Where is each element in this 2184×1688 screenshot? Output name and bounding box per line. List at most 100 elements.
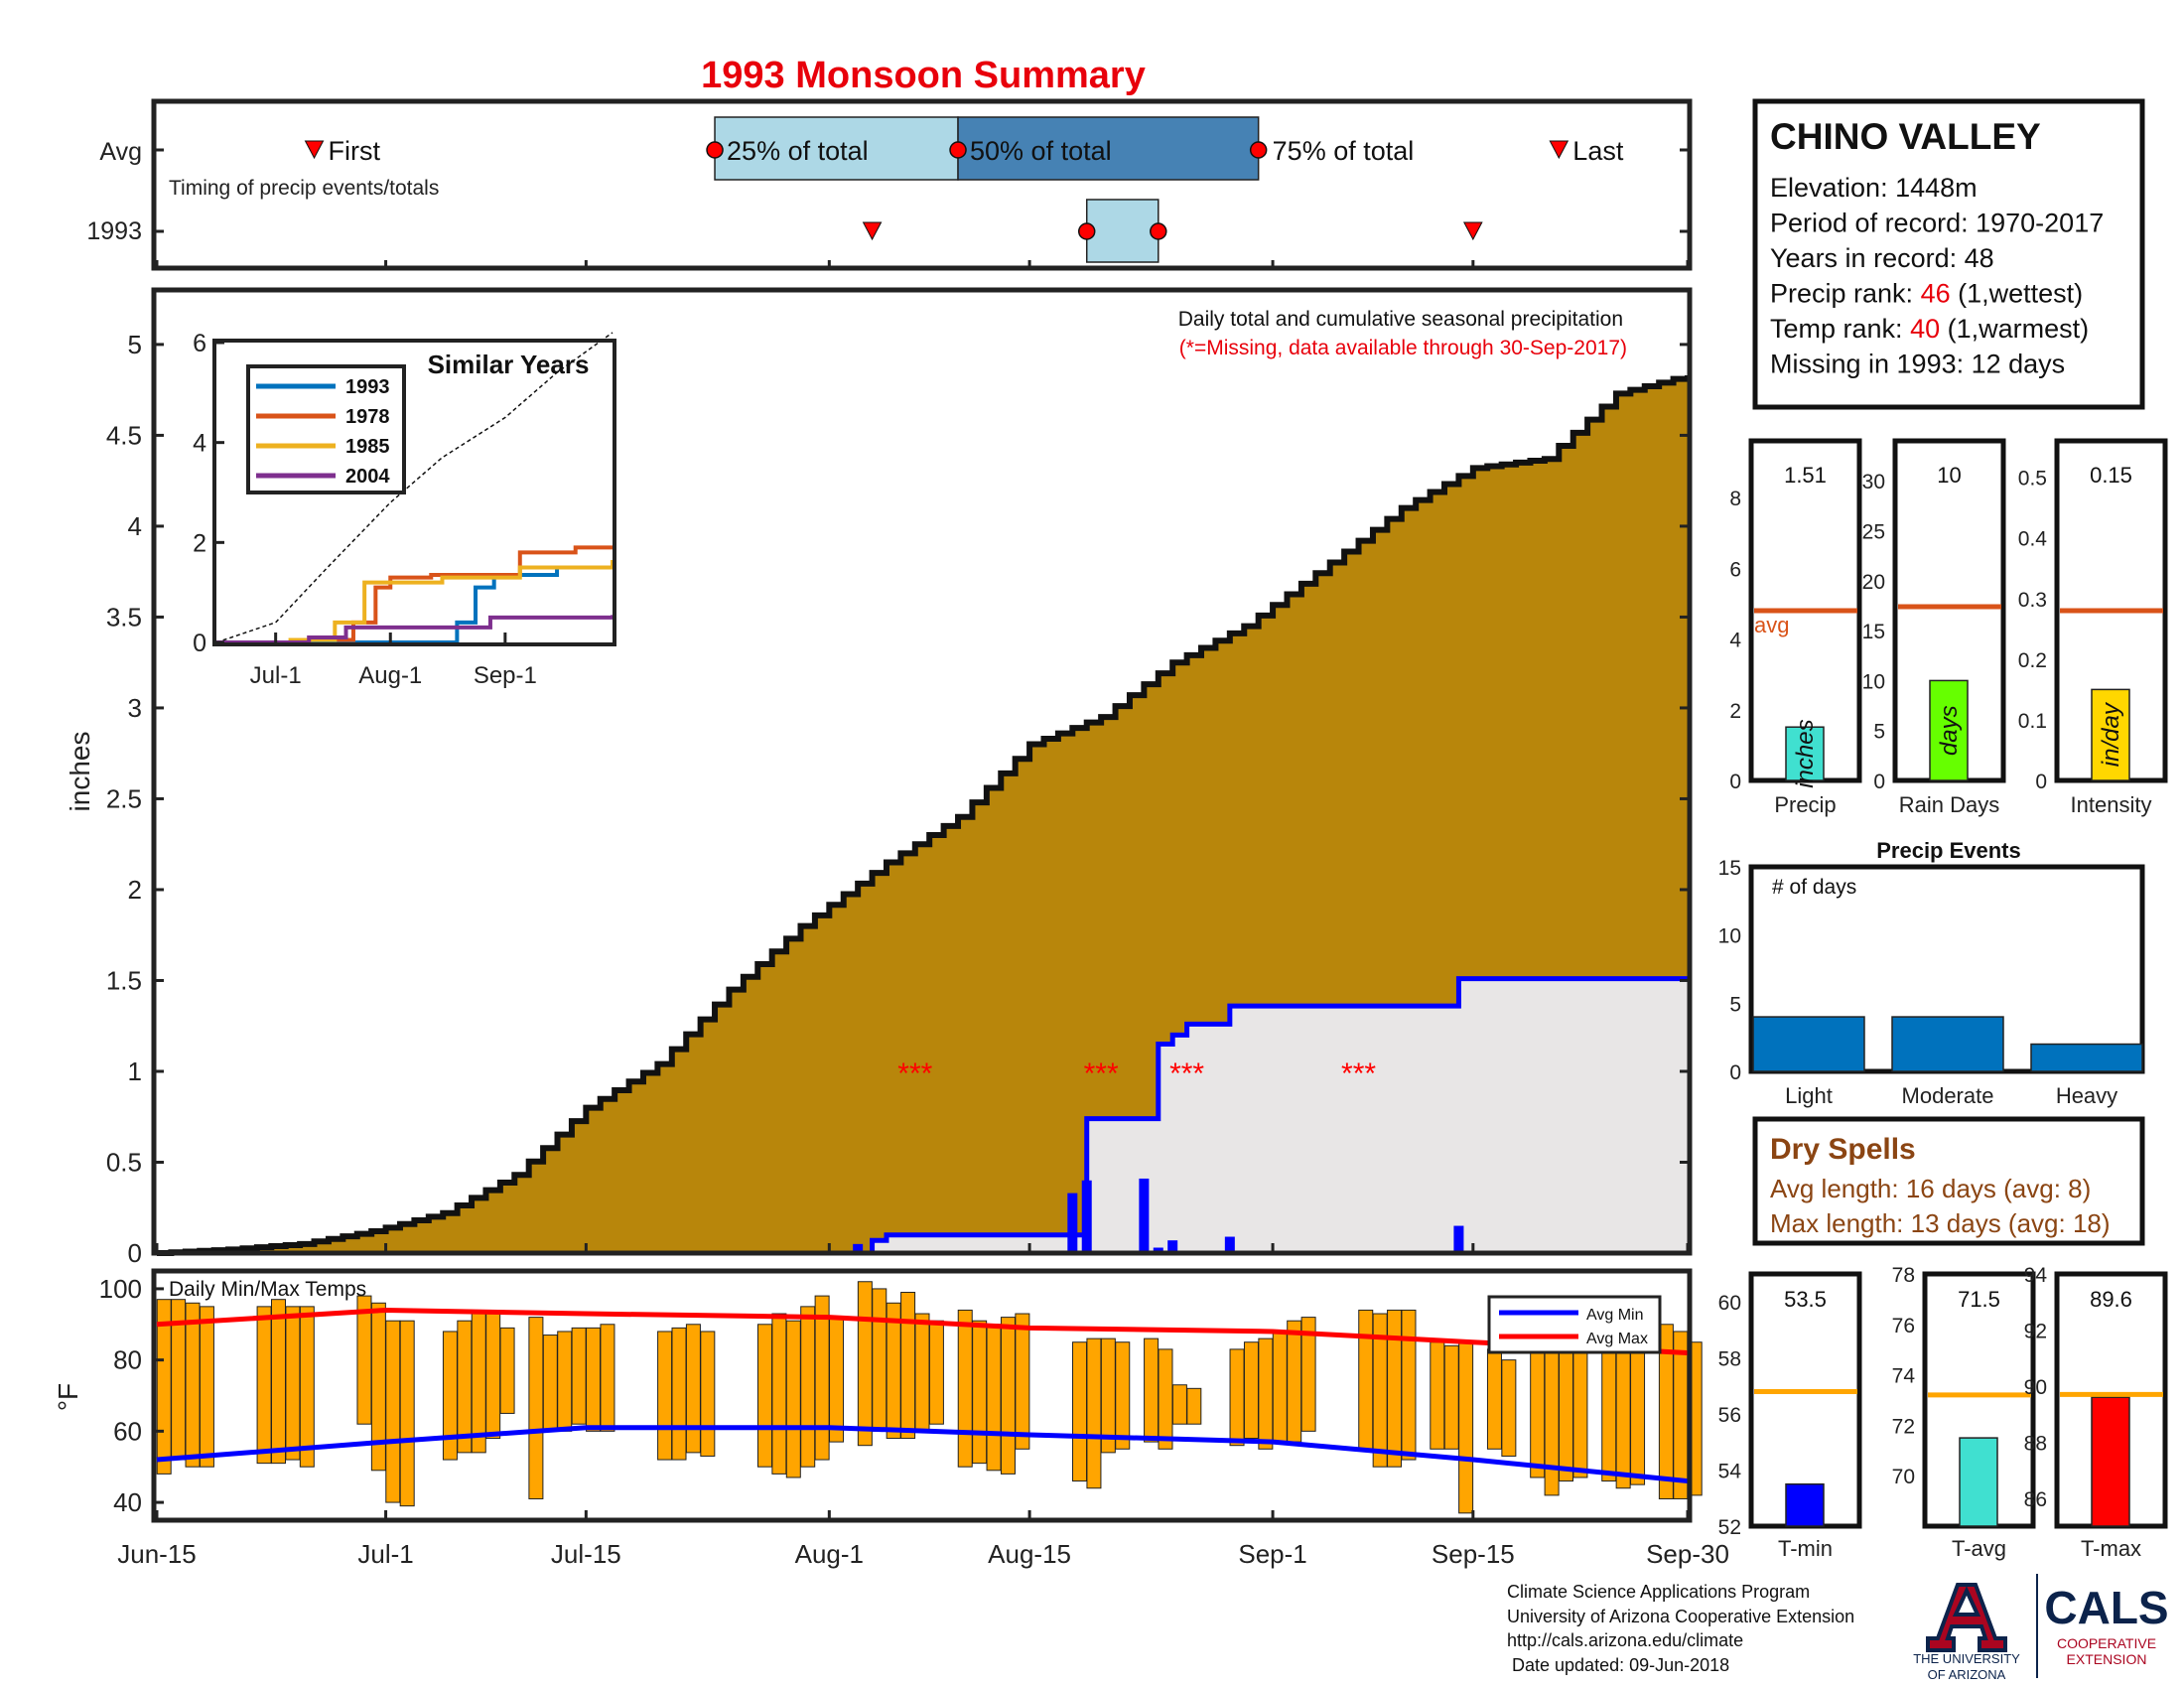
- summary-y-tick-label: 20: [1862, 571, 1885, 594]
- daily-temp-bar: [771, 1313, 787, 1475]
- precip-y-tick-label: 1: [128, 1056, 142, 1086]
- daily-temp-bar: [471, 1313, 486, 1454]
- year-p25-marker: [1077, 222, 1096, 240]
- temp-summary-y-tick-label: 60: [1718, 1292, 1741, 1315]
- missing-marker: ***: [1084, 1057, 1119, 1090]
- daily-precip-bar: [1153, 1247, 1163, 1253]
- daily-temp-bar: [1158, 1348, 1173, 1450]
- daily-temp-bar: [1501, 1359, 1517, 1457]
- summary-bar-unit: days: [1936, 705, 1963, 756]
- daily-temp-bar: [542, 1335, 558, 1432]
- summary-value: 10: [1937, 463, 1961, 488]
- summary-value: 1.51: [1784, 463, 1827, 488]
- temp-y-tick-label: 60: [113, 1416, 142, 1446]
- inset-x-tick-label: Aug-1: [358, 662, 422, 689]
- summary-y-tick-label: 30: [1862, 471, 1885, 493]
- events-ylabel: # of days: [1772, 876, 1856, 899]
- daily-temp-bar: [1530, 1348, 1546, 1478]
- avg-first-label: First: [329, 136, 381, 166]
- station-line: Missing in 1993: 12 days: [1770, 350, 2065, 379]
- daily-temp-bar: [285, 1306, 301, 1461]
- daily-temp-bar: [1300, 1317, 1316, 1432]
- temp-y-tick-label: 40: [113, 1487, 142, 1517]
- year-first-marker: [862, 221, 883, 241]
- daily-temp-bar: [1572, 1341, 1588, 1478]
- inset-y-tick-label: 2: [193, 529, 206, 557]
- temp-summary-y-tick-label: 74: [1892, 1365, 1916, 1388]
- avg-p25-label: 25% of total: [727, 136, 869, 166]
- summary-y-tick-label: 25: [1862, 521, 1885, 544]
- precip-panel: *** *** *** *** inches Daily total and cumu…: [65, 287, 1693, 1268]
- x-tick-label: Sep-30: [1646, 1539, 1729, 1569]
- avg-last-marker: [1549, 140, 1570, 160]
- avg-q1-box: [714, 116, 959, 181]
- daily-temp-bar: [814, 1295, 830, 1461]
- precip-plot: *** *** *** ***: [157, 375, 1691, 1256]
- daily-temp-bar: [1358, 1309, 1374, 1450]
- daily-temp-bar: [914, 1313, 930, 1432]
- station-line-label: Years in record:: [1770, 243, 1965, 273]
- summary-y-tick-label: 8: [1729, 488, 1741, 510]
- daily-temp-bar: [1171, 1384, 1187, 1425]
- daily-temp-bar: [671, 1327, 687, 1461]
- daily-temp-bar: [1272, 1331, 1288, 1443]
- season-summary-bars: inches avg 1.51 Precip 0 2 4 6 8 days 10 Rain Days 0…: [1729, 438, 2168, 817]
- events-y-tick-label: 5: [1729, 993, 1741, 1016]
- daily-temp-bar: [199, 1306, 214, 1468]
- temp-summary-y-tick-label: 94: [2024, 1264, 2048, 1287]
- precip-ylabel: inches: [65, 732, 95, 812]
- summary-y-tick-label: 0.1: [2018, 710, 2047, 733]
- x-tick-label: Aug-1: [795, 1539, 864, 1569]
- temp-summary-y-tick-label: 54: [1718, 1461, 1742, 1483]
- daily-precip-bar: [1224, 1236, 1235, 1253]
- inset-axes: 0 2 4 6 Jul-1 Aug-1 Sep-1: [193, 330, 537, 689]
- summary-y-tick-label: 0: [1729, 771, 1741, 793]
- summary-bar-Rain Days: [1929, 679, 1969, 781]
- inset-y-tick-label: 4: [193, 430, 206, 458]
- temp-legend: Avg Min Avg Max: [1487, 1295, 1662, 1354]
- events-bar-Moderate: [1891, 1016, 2004, 1072]
- footer-line-4: Date updated: 09-Jun-2018: [1507, 1655, 1729, 1675]
- precip-y-tick-label: 1.5: [106, 965, 142, 995]
- daily-precip-bar: [1167, 1240, 1178, 1253]
- precip-missing-note: (*=Missing, data available through 30-Se…: [1179, 337, 1627, 359]
- daily-temp-bar: [829, 1317, 845, 1443]
- missing-marker: ***: [1169, 1057, 1204, 1090]
- temp-y-tick-label: 80: [113, 1345, 142, 1375]
- cals-sub-2: EXTENSION: [2067, 1651, 2147, 1667]
- dry-spells-frame: [1752, 1116, 2145, 1246]
- year-last-marker: [1462, 221, 1483, 241]
- summary-y-tick-label: 0.2: [2018, 649, 2047, 672]
- station-line-label: Period of record:: [1770, 209, 1976, 238]
- temp-summary-label: T-max: [2081, 1536, 2141, 1561]
- dry-spells-avg: Avg length: 16 days (avg: 8): [1770, 1174, 2091, 1203]
- daily-temp-bar: [1186, 1387, 1202, 1425]
- daily-temp-bar: [928, 1320, 944, 1425]
- year-cumulative-area: [157, 978, 1688, 1253]
- events-title: Precip Events: [1876, 838, 2021, 863]
- temp-legend-max: Avg Max: [1586, 1331, 1648, 1347]
- university-name-1: THE UNIVERSITY: [1913, 1651, 2020, 1666]
- inset-plot: [215, 332, 614, 644]
- year-p50-marker: [1150, 222, 1167, 240]
- station-line-value: 46: [1921, 279, 1951, 309]
- avg-p75-label: 75% of total: [1273, 136, 1415, 166]
- station-line-suffix: (1,warmest): [1940, 314, 2089, 344]
- temp-summary-value: 71.5: [1958, 1287, 2000, 1312]
- temp-summary-value: 53.5: [1784, 1287, 1827, 1312]
- temp-summary-y-tick-label: 58: [1718, 1348, 1741, 1371]
- daily-temp-bar: [1673, 1331, 1689, 1499]
- temp-summary-bar-T-avg: [1959, 1437, 1998, 1527]
- footer-line-2: University of Arizona Cooperative Extens…: [1507, 1607, 1854, 1626]
- station-line: Period of record: 1970-2017: [1770, 209, 2104, 238]
- daily-temp-bar: [685, 1324, 701, 1454]
- events-y-tick-label: 15: [1718, 857, 1741, 880]
- daily-temp-bar: [1015, 1313, 1030, 1450]
- avg-p25-marker: [706, 141, 724, 159]
- summary-bar-Intensity: [2091, 688, 2130, 781]
- inset-legend-label-1978: 1978: [345, 406, 390, 428]
- avg-p75-marker: [1249, 141, 1268, 159]
- daily-temp-bar: [457, 1320, 473, 1454]
- precip-y-tick-label: 3.5: [106, 602, 142, 632]
